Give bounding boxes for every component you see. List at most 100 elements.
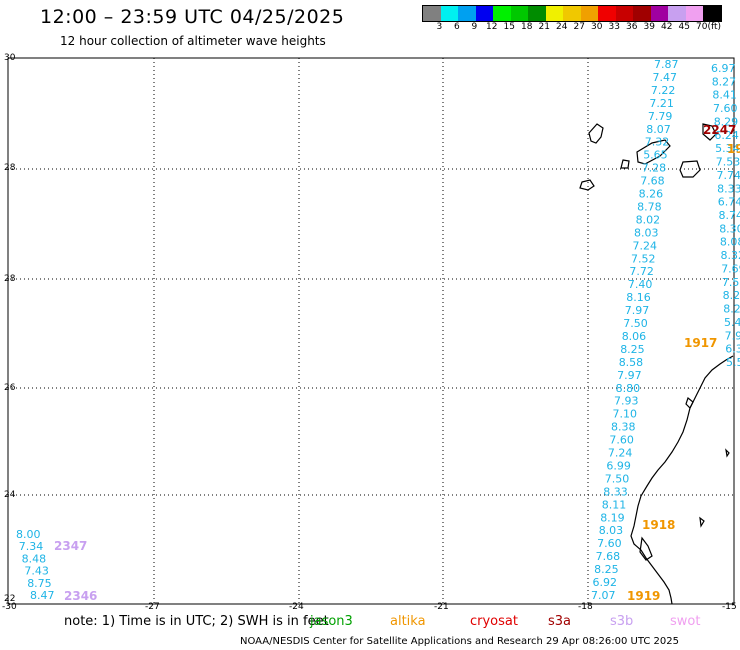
- wave-height-value: 7.98: [725, 329, 740, 342]
- wave-height-value: 7.10: [613, 408, 638, 421]
- wave-height-value: 7.50: [623, 317, 648, 330]
- coast-bay-2: [639, 536, 653, 561]
- wave-height-value: 7.72: [629, 265, 654, 278]
- gridlines: [8, 58, 734, 604]
- time-label-altika: 1917: [684, 336, 717, 350]
- time-label-cryosat: 2247: [703, 123, 736, 137]
- legend-swatch: [668, 6, 686, 21]
- track-main-values: 7.877.477.227.217.798.077.325.657.287.68…: [591, 58, 679, 602]
- credit-line: NOAA/NESDIS Center for Satellite Applica…: [240, 636, 679, 647]
- wave-height-value: 6.39: [725, 343, 740, 356]
- wave-height-value: 7.68: [640, 175, 665, 188]
- legend-label: 27: [573, 22, 585, 32]
- island-tenerife: [636, 139, 671, 165]
- wave-height-value: 8.27: [712, 75, 737, 88]
- legend-label: 15: [503, 22, 515, 32]
- wave-height-value: 7.56: [722, 276, 740, 289]
- wave-height-value: 8.78: [637, 201, 662, 214]
- wave-height-value: 7.60: [609, 434, 634, 447]
- wave-height-value: 8.29: [714, 116, 739, 129]
- wave-height-value: 8.47: [30, 589, 55, 602]
- wave-height-value: 7.79: [648, 110, 673, 123]
- coastline: [579, 123, 734, 605]
- x-label: -18: [578, 602, 593, 612]
- wave-height-value: 8.75: [27, 577, 52, 590]
- x-label: -24: [289, 602, 304, 612]
- wave-height-value: 8.00: [16, 528, 41, 541]
- wave-height-value: 7.24: [633, 239, 658, 252]
- wave-height-value: 8.48: [22, 552, 46, 565]
- y-label: 28: [4, 274, 16, 284]
- wave-height-value: 8.58: [619, 356, 644, 369]
- islet: [699, 516, 705, 528]
- island-la-palma: [588, 123, 604, 144]
- island-lanzarote: [702, 123, 717, 141]
- wave-height-value: 5.65: [643, 149, 668, 162]
- wave-height-value: 8.30: [719, 222, 740, 235]
- wave-height-value: 8.02: [636, 213, 661, 226]
- wave-height-value: 6.74: [718, 196, 740, 209]
- time-labels: 2247 19 1917 1918 1919 2347 2346: [54, 123, 740, 603]
- time-label-altika: 1918: [642, 518, 675, 532]
- map-frame: [7, 57, 735, 605]
- legend-swatch: [528, 6, 546, 21]
- legend-label: 21: [538, 22, 550, 32]
- legend-label: 39: [643, 22, 655, 32]
- wave-height-value: 8.03: [599, 524, 624, 537]
- page-title: 12:00 – 23:59 UTC 04/25/2025: [40, 6, 345, 28]
- x-label: -27: [145, 602, 160, 612]
- y-label: 26: [4, 383, 16, 393]
- legend-swatch: [510, 6, 528, 21]
- satellite-swot: swot: [670, 614, 701, 629]
- wave-height-value: 7.50: [605, 472, 630, 485]
- legend-label: (ft): [707, 22, 722, 32]
- time-label-s3b: 2347: [54, 539, 87, 553]
- wave-height-value: 8.03: [634, 226, 659, 239]
- legend-swatch: [563, 6, 581, 21]
- legend-label: 6: [454, 22, 460, 32]
- wave-height-value: 8.33: [717, 182, 740, 195]
- wave-height-value: 5.5: [726, 356, 740, 369]
- islet-2: [725, 448, 730, 458]
- wave-height-value: 7.43: [24, 565, 49, 578]
- wave-height-value: 7.87: [654, 58, 679, 71]
- wave-height-value: 7.22: [651, 84, 676, 97]
- legend-label: 9: [471, 22, 478, 32]
- x-label: -30: [2, 602, 17, 612]
- wave-height-value: 8.16: [626, 291, 651, 304]
- wave-height-value: 7.68: [596, 550, 621, 563]
- wave-height-value: 7.97: [617, 369, 642, 382]
- wave-height-value: 7.07: [591, 589, 616, 602]
- wave-height-value: 7.52: [631, 252, 656, 265]
- coast-bay: [685, 396, 694, 410]
- footer-note: note: 1) Time is in UTC; 2) SWH is in fe…: [64, 614, 329, 629]
- track-east-values: 6.978.278.417.608.296.245.347.537.748.33…: [711, 62, 740, 369]
- legend-label: 45: [678, 22, 690, 32]
- wave-height-value: 8.07: [646, 123, 671, 136]
- legend-swatch: [423, 6, 441, 21]
- wave-height-value: 8.38: [611, 421, 636, 434]
- wave-height-value: 8.26: [639, 188, 664, 201]
- wave-height-value: 7.28: [642, 162, 667, 175]
- legend-label: 18: [521, 22, 533, 32]
- legend-swatch: [580, 6, 598, 21]
- wave-height-value: 6.24: [714, 129, 739, 142]
- wave-height-value: 8.80: [616, 382, 641, 395]
- time-label-s3b: 2346: [64, 589, 97, 603]
- x-label: -15: [722, 602, 737, 612]
- legend-swatch: [493, 6, 511, 21]
- satellite-altika: altika: [390, 614, 426, 629]
- legend-swatch: [475, 6, 493, 21]
- legend-label: 70: [696, 22, 708, 32]
- wave-height-value: 8.08: [720, 236, 740, 249]
- wave-height-value: 5.34: [715, 142, 740, 155]
- legend-swatch: [598, 6, 616, 21]
- color-legend: [422, 5, 722, 22]
- wave-height-value: 7.60: [597, 537, 622, 550]
- legend-label: 24: [556, 22, 568, 32]
- satellite-s3b: s3b: [610, 614, 634, 629]
- track-west-values: 8.007.348.487.438.758.47: [16, 528, 55, 602]
- wave-height-value: 8.25: [723, 289, 740, 302]
- wave-height-value: 8.11: [602, 498, 627, 511]
